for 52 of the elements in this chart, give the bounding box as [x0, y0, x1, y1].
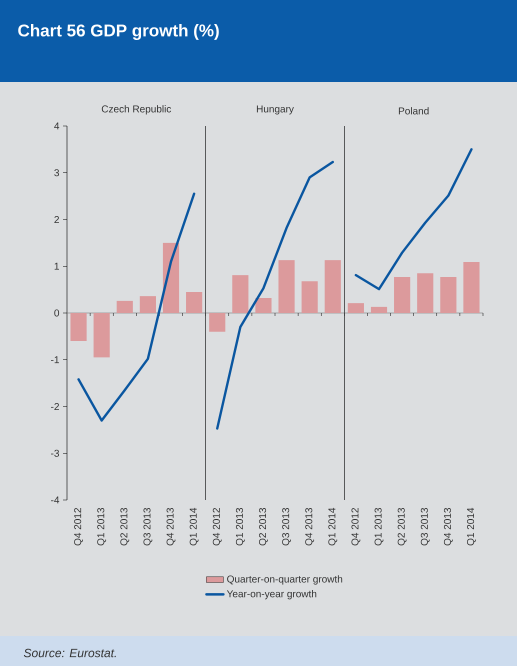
bar: [232, 275, 248, 313]
bar: [324, 260, 341, 313]
x-tick-label: Q4 2013: [305, 508, 314, 546]
x-tick-label: Q4 2013: [444, 508, 453, 546]
bar: [186, 292, 202, 313]
source-note: Source: Eurostat.: [24, 648, 116, 658]
chart-title: Hungary: [256, 106, 294, 114]
bar: [417, 273, 434, 313]
x-tick-label: Q2 2013: [259, 508, 268, 546]
y-tick-label: -2: [51, 403, 59, 410]
x-tick-label: Q3 2013: [143, 508, 152, 546]
bar: [440, 276, 456, 313]
x-tick-label: Q2 2013: [120, 508, 130, 546]
x-tick-label: Q4 2012: [351, 508, 360, 546]
x-tick-label: Q4 2012: [74, 508, 83, 546]
x-tick-label: Q1 2013: [374, 508, 384, 546]
bar: [278, 260, 295, 313]
bar: [348, 303, 364, 313]
legend-label: Year-on-year growth: [226, 590, 316, 600]
legend-label: Quarter-on-quarter growth: [227, 575, 342, 585]
caption: Chart 56 GDP growth (%): [18, 24, 219, 40]
bar: [70, 312, 87, 342]
x-tick-label: Q1 2013: [236, 508, 245, 546]
y-tick-label: -3: [51, 450, 60, 457]
x-tick-label: Q3 2013: [420, 508, 430, 546]
line-series: [77, 192, 196, 422]
bar: [94, 312, 110, 358]
bar: [463, 262, 480, 313]
bar: [370, 306, 388, 313]
y-tick-label: 4: [54, 122, 60, 130]
bar: [255, 298, 272, 313]
bar: [302, 281, 318, 313]
y-tick-label: -1: [51, 356, 59, 364]
x-tick-label: Q1 2014: [190, 508, 199, 546]
y-tick-label: -4: [51, 496, 60, 504]
chart-title: Czech Republic: [102, 105, 172, 114]
y-tick-label: 1: [54, 262, 59, 270]
bar: [394, 276, 410, 313]
y-tick-label: 0: [54, 309, 60, 317]
x-tick-label: Q3 2013: [282, 508, 292, 546]
y-tick-label: 2: [54, 216, 59, 223]
bar: [116, 300, 133, 313]
x-tick-label: Q4 2013: [166, 508, 176, 546]
bar: [209, 312, 226, 332]
x-tick-label: Q4 2012: [212, 508, 222, 546]
y-tick-label: 3: [54, 169, 60, 176]
chart-title: Poland: [398, 107, 429, 114]
x-tick-label: Q1 2014: [328, 508, 338, 546]
x-tick-label: Q1 2014: [467, 508, 476, 546]
x-tick-label: Q2 2013: [398, 508, 407, 546]
x-tick-label: Q1 2013: [97, 508, 106, 546]
bar: [140, 296, 156, 313]
